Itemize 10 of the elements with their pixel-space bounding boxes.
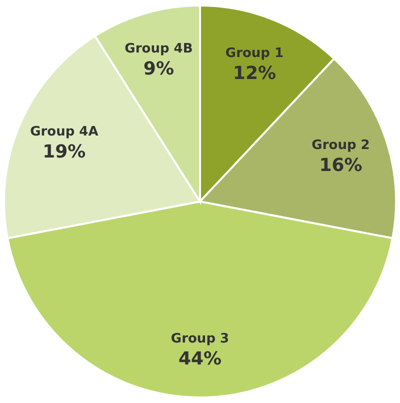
data-label: 19% bbox=[42, 142, 86, 163]
data-label: 16% bbox=[319, 154, 362, 176]
slice-label: Group 4B bbox=[124, 41, 193, 56]
data-label: 9% bbox=[143, 58, 174, 80]
slice-label: Group 1 bbox=[225, 46, 284, 61]
data-label: 12% bbox=[232, 62, 276, 84]
slice-label: Group 2 bbox=[312, 138, 370, 153]
slice-label: Group 4A bbox=[30, 124, 98, 140]
slice-label: Group 3 bbox=[170, 332, 230, 346]
data-label: 44% bbox=[178, 348, 222, 370]
